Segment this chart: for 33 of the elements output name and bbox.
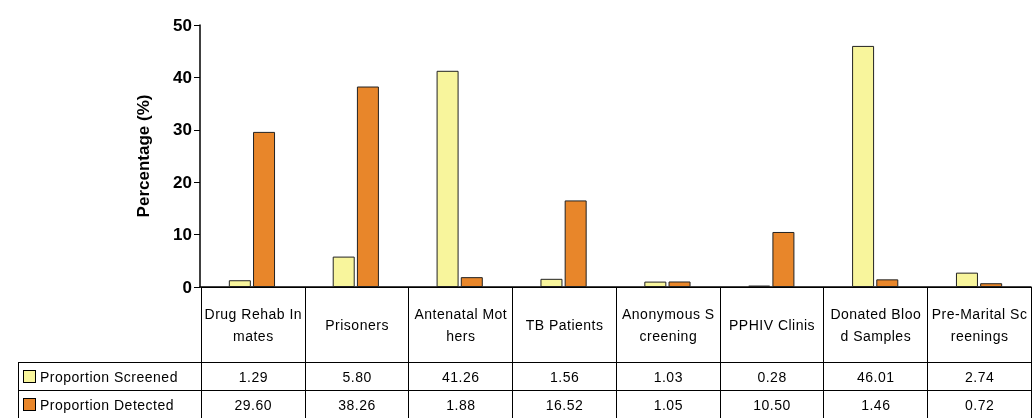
x-tick-label: Prisoners (305, 287, 409, 363)
x-tick-label: Donated Blood Samples (823, 287, 928, 363)
y-tick-label: 50 (173, 15, 192, 35)
data-label: 1.88 (408, 390, 513, 418)
y-tick-label: 0 (182, 277, 192, 297)
y-tick-label: 30 (173, 120, 192, 140)
data-label: 41.26 (408, 362, 513, 391)
data-label: 2.74 (927, 362, 1032, 391)
data-label: 10.50 (720, 390, 824, 418)
x-tick-label: Antenatal Mothers (408, 287, 513, 363)
data-label: 1.46 (823, 390, 928, 418)
data-label: 1.29 (201, 362, 306, 391)
x-tick-label: Drug Rehab Inmates (201, 287, 306, 363)
data-label: 16.52 (512, 390, 617, 418)
data-label: 1.03 (616, 362, 721, 391)
y-tick-label: 40 (173, 67, 192, 87)
x-tick-label: PPHIV Clinis (720, 287, 824, 363)
data-label: 46.01 (823, 362, 928, 391)
data-label: 38.26 (305, 390, 409, 418)
y-tick-label: 10 (173, 225, 192, 245)
x-tick-label: Anonymous Screening (616, 287, 721, 363)
data-label: 5.80 (305, 362, 409, 391)
y-axis-title: Percentage (%) (134, 94, 153, 218)
data-label: 1.56 (512, 362, 617, 391)
y-tick-label: 20 (173, 172, 192, 192)
data-label: 0.28 (720, 362, 824, 391)
legend-label: Proportion Detected (18, 390, 202, 418)
x-tick-label: Pre-Marital Screenings (927, 287, 1032, 363)
x-tick-label: TB Patients (512, 287, 617, 363)
legend-label: Proportion Screened (18, 362, 202, 391)
data-label: 0.72 (927, 390, 1032, 418)
data-label: 29.60 (201, 390, 306, 418)
data-label: 1.05 (616, 390, 721, 418)
